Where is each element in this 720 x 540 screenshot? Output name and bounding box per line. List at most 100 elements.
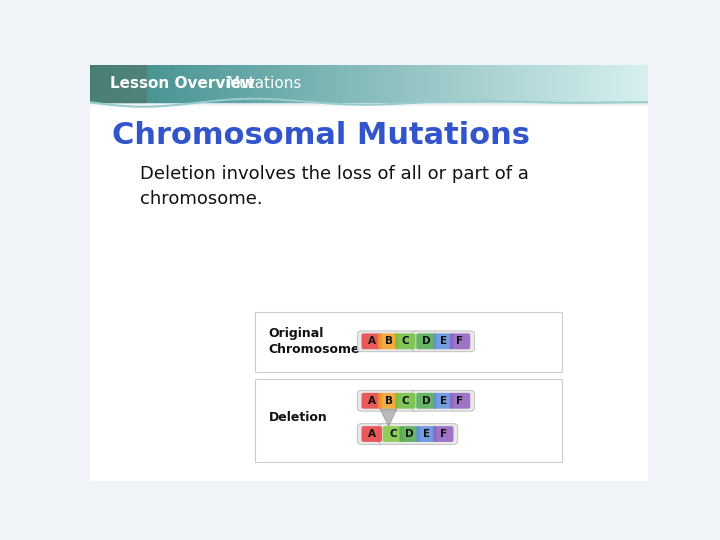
Bar [481,65,486,102]
Bar [504,65,509,102]
Bar [588,65,593,102]
Bar [253,65,258,102]
Bar [574,65,579,102]
Bar [183,65,188,102]
FancyBboxPatch shape [361,393,382,409]
FancyBboxPatch shape [450,333,470,349]
FancyBboxPatch shape [383,426,403,442]
Bar [527,65,532,102]
Bar [239,65,244,102]
Bar [569,65,574,102]
Text: C: C [402,336,409,346]
Bar [378,65,384,102]
Bar [634,65,639,102]
FancyBboxPatch shape [255,312,562,373]
Bar [355,65,360,102]
Bar [434,65,439,102]
Text: C: C [402,396,409,406]
Bar [304,65,309,102]
Bar [127,65,132,102]
Bar [323,65,328,102]
Bar [332,65,337,102]
Bar [327,65,333,102]
Bar [541,65,546,102]
Bar [113,65,119,102]
Bar [616,65,621,102]
Bar [448,65,454,102]
Bar [90,65,145,102]
Text: E: E [440,396,447,406]
FancyBboxPatch shape [378,393,399,409]
Bar [508,65,513,102]
Bar [230,65,235,102]
Bar [472,65,477,102]
Bar [145,65,151,102]
Bar [559,65,565,102]
FancyBboxPatch shape [433,393,454,409]
Bar [425,65,430,102]
Bar [271,65,276,102]
Bar [215,65,221,102]
Bar [583,65,588,102]
Bar [137,65,142,102]
Bar [258,65,263,102]
Bar [336,65,342,102]
FancyBboxPatch shape [400,426,420,442]
Bar [281,65,286,102]
Bar [625,65,630,102]
Bar [266,65,272,102]
Bar [94,65,100,102]
Bar [555,65,560,102]
FancyBboxPatch shape [416,426,437,442]
Text: A: A [368,336,376,346]
Polygon shape [380,409,397,427]
Bar [578,65,583,102]
Bar [383,65,388,102]
Bar [629,65,634,102]
Bar [122,65,127,102]
Bar [248,65,253,102]
FancyBboxPatch shape [416,393,437,409]
Text: F: F [456,396,464,406]
Bar [564,65,570,102]
Text: A: A [368,429,376,439]
Bar [420,65,426,102]
Bar [211,65,216,102]
Bar [532,65,537,102]
Text: D: D [422,336,431,346]
Bar [90,65,95,102]
Text: B: B [384,396,392,406]
FancyBboxPatch shape [433,426,454,442]
FancyBboxPatch shape [395,393,415,409]
Bar [485,65,490,102]
Bar [234,65,239,102]
Bar [174,65,179,102]
Bar [262,65,267,102]
Bar [99,65,104,102]
Text: C: C [390,429,397,439]
Bar [290,65,295,102]
Bar [132,65,137,102]
Bar [202,65,207,102]
Bar [513,65,518,102]
Bar [351,65,356,102]
Bar [499,65,505,102]
FancyBboxPatch shape [255,379,562,462]
Bar [438,65,444,102]
Bar [318,65,323,102]
Bar [369,65,374,102]
Bar [644,65,649,102]
Bar [285,65,290,102]
Bar [155,65,161,102]
Bar [197,65,202,102]
Text: F: F [440,429,447,439]
FancyBboxPatch shape [395,333,415,349]
Bar [546,65,551,102]
Text: D: D [405,429,414,439]
Bar [536,65,541,102]
Bar [300,65,305,102]
Bar [169,65,174,102]
Text: Deletion involves the loss of all or part of a
chromosome.: Deletion involves the loss of all or par… [140,165,529,207]
FancyBboxPatch shape [412,390,474,411]
Text: E: E [440,336,447,346]
